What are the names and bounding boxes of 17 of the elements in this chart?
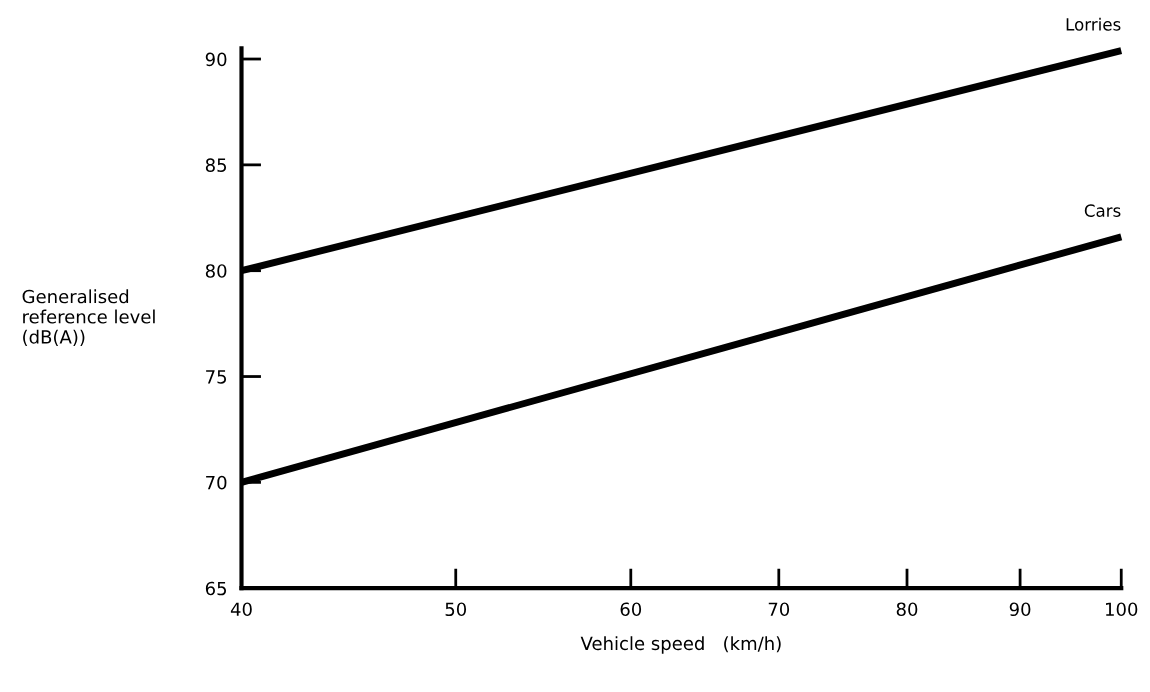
x-tick-label: 60 (620, 602, 642, 617)
series-label: Cars (1084, 204, 1121, 217)
y-tick-label: 90 (205, 52, 227, 67)
y-tick-label: 65 (205, 581, 227, 596)
x-tick-label: 100 (1106, 602, 1138, 617)
x-tick-label: 70 (768, 602, 790, 617)
y-axis-title: Generalised reference level (dB(A)) (22, 289, 155, 346)
series-label: Lorries (1066, 17, 1121, 31)
x-tick-label: 50 (445, 602, 467, 617)
y-tick-label: 75 (206, 370, 227, 384)
y-tick-label: 70 (206, 475, 227, 490)
x-tick-label: 80 (896, 602, 918, 617)
y-tick-label: 80 (205, 264, 227, 278)
y-tick-label: 85 (205, 158, 227, 172)
x-tick-label: 40 (230, 602, 252, 617)
x-tick-label: 90 (1009, 602, 1031, 617)
x-axis-title: Vehicle speed (km/h) (580, 636, 781, 654)
